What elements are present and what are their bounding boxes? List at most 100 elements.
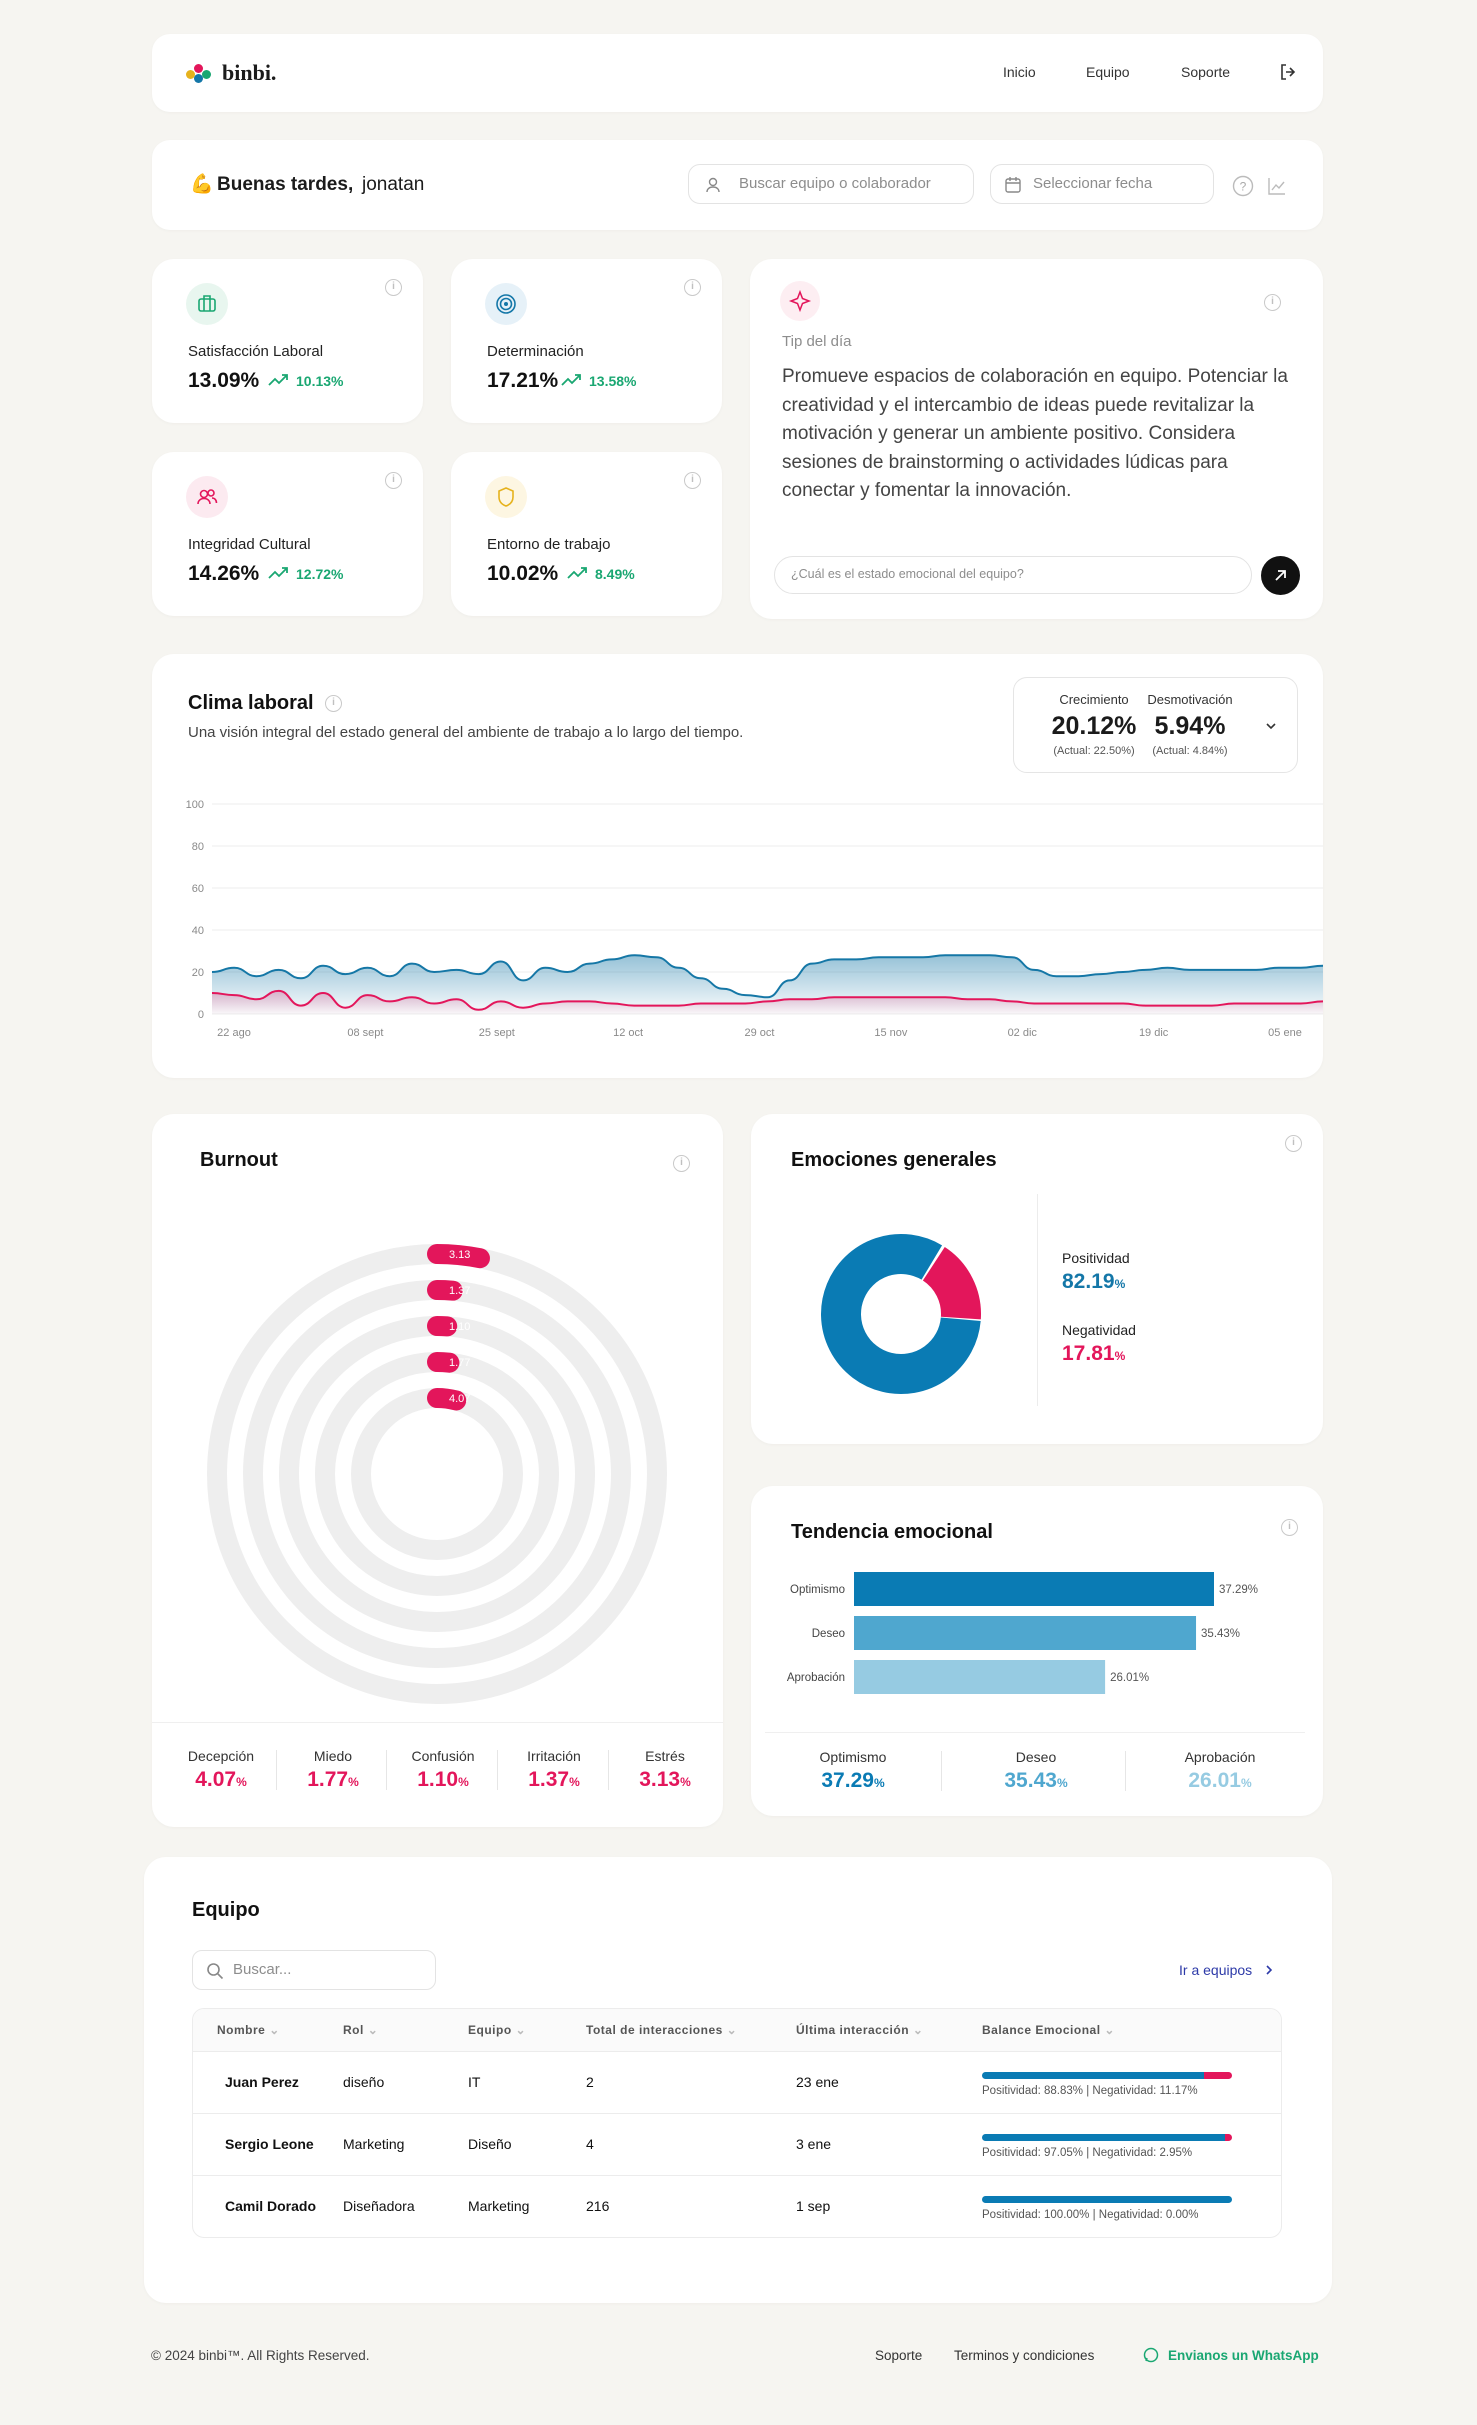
team-search-input[interactable]: Buscar...	[192, 1950, 436, 1990]
balance-negative-fill	[1204, 2071, 1232, 2079]
balance-positive-fill	[982, 2071, 1205, 2079]
footer-copyright: © 2024 binbi™. All Rights Reserved.	[151, 2348, 370, 2363]
chevron-down-icon[interactable]	[1264, 719, 1278, 733]
x-tick-label: 02 dic	[1008, 1027, 1038, 1039]
metric-label: Entorno de trabajo	[487, 536, 611, 553]
logout-icon[interactable]	[1278, 62, 1298, 82]
bar-label: Aprobación	[787, 1672, 845, 1684]
cell-ultima: 1 sep	[796, 2174, 982, 2237]
cell-nombre: Camil Dorado	[193, 2174, 343, 2237]
cell-nombre: Juan Perez	[193, 2050, 343, 2113]
metric-card-satisfaccion[interactable]: i Satisfacción Laboral 13.09% 10.13%	[152, 259, 423, 423]
info-icon[interactable]: i	[1264, 294, 1281, 311]
crecimiento-actual: (Actual: 22.50%)	[1053, 745, 1135, 757]
cell-balance: Positividad: 100.00% | Negatividad: 0.00…	[982, 2174, 1281, 2237]
metric-value: 10.02%	[487, 562, 559, 585]
negatividad-value: 17.81%	[1062, 1342, 1126, 1365]
desmotivacion-actual: (Actual: 4.84%)	[1152, 745, 1228, 757]
whatsapp-icon	[1143, 2347, 1159, 2363]
desmotivacion-label: Desmotivación	[1147, 692, 1233, 707]
search-input[interactable]: Buscar equipo o colaborador	[688, 164, 974, 204]
donut-slice-negatividad	[922, 1247, 981, 1320]
metric-value: 14.26%	[188, 562, 260, 585]
metric-value: 13.09%	[188, 369, 260, 392]
nav-soporte[interactable]: Soporte	[1181, 64, 1231, 80]
col-balance[interactable]: Balance Emocional ⌄	[982, 2009, 1281, 2051]
cell-total: 4	[586, 2112, 796, 2175]
info-icon[interactable]: i	[1281, 1519, 1298, 1536]
balance-bar	[982, 2195, 1232, 2203]
svg-text:?: ?	[1240, 180, 1247, 194]
chevron-right-icon[interactable]	[1262, 1963, 1276, 1977]
info-icon[interactable]: i	[325, 695, 342, 712]
tendencia-stat-label: Optimismo	[819, 1749, 887, 1765]
ir-a-equipos-link[interactable]: Ir a equipos	[1179, 1962, 1253, 1978]
nav-equipo[interactable]: Equipo	[1086, 64, 1130, 80]
briefcase-icon	[186, 283, 228, 325]
clima-summary[interactable]: Crecimiento 20.12% (Actual: 22.50%) Desm…	[1013, 677, 1298, 773]
bar	[854, 1572, 1214, 1606]
divider	[765, 1732, 1305, 1733]
chart-line-icon[interactable]	[1266, 175, 1288, 197]
cell-balance: Positividad: 88.83% | Negatividad: 11.17…	[982, 2050, 1281, 2113]
bar-label: Optimismo	[790, 1584, 845, 1596]
cell-equipo: Marketing	[468, 2174, 586, 2237]
col-equipo[interactable]: Equipo ⌄	[468, 2009, 586, 2051]
top-nav: binbi. Inicio Equipo Soporte	[152, 34, 1323, 112]
col-nombre[interactable]: Nombre ⌄	[193, 2009, 343, 2051]
metric-card-integridad[interactable]: i Integridad Cultural 14.26% 12.72%	[152, 452, 423, 616]
info-icon[interactable]: i	[684, 472, 701, 489]
balance-positive-fill	[982, 2133, 1225, 2141]
footer-terminos-link[interactable]: Terminos y condiciones	[954, 2348, 1095, 2363]
burnout-stat-value: 1.37%	[528, 1768, 580, 1791]
clima-subtitle: Una visión integral del estado general d…	[188, 724, 744, 741]
col-ultima[interactable]: Última interacción ⌄	[796, 2009, 982, 2051]
metric-card-determinacion[interactable]: i Determinación 17.21% 13.58%	[451, 259, 722, 423]
ring-value-label: 1.10	[449, 1321, 470, 1333]
equipo-card: Equipo Buscar... Ir a equipos Nombre ⌄ R…	[144, 1857, 1332, 2303]
col-total[interactable]: Total de interacciones ⌄	[586, 2009, 796, 2051]
help-icon[interactable]: ?	[1232, 175, 1254, 197]
brand-name[interactable]: binbi.	[222, 60, 277, 85]
trend-up-icon	[567, 567, 587, 579]
burnout-stat-label: Irritación	[527, 1748, 581, 1764]
info-icon[interactable]: i	[385, 472, 402, 489]
info-icon[interactable]: i	[1285, 1135, 1302, 1152]
footer-soporte-link[interactable]: Soporte	[875, 2348, 923, 2363]
cell-total: 2	[586, 2050, 796, 2113]
brand-logo-icon[interactable]	[186, 62, 214, 84]
y-tick-label: 40	[192, 925, 204, 937]
bar-value-label: 26.01%	[1110, 1672, 1149, 1684]
negatividad-label: Negatividad	[1062, 1322, 1136, 1338]
col-rol[interactable]: Rol ⌄	[343, 2009, 468, 2051]
info-icon[interactable]: i	[385, 279, 402, 296]
question-input[interactable]: ¿Cuál es el estado emocional del equipo?	[774, 556, 1252, 594]
footer-whatsapp-link[interactable]: Envianos un WhatsApp	[1168, 2348, 1319, 2363]
cell-equipo: IT	[468, 2050, 586, 2113]
metric-card-entorno[interactable]: i Entorno de trabajo 10.02% 8.49%	[451, 452, 722, 616]
table-row[interactable]: Sergio Leone Marketing Diseño 4 3 ene Positiv…	[193, 2112, 1281, 2175]
info-icon[interactable]: i	[684, 279, 701, 296]
burnout-stat-value: 3.13%	[639, 1768, 691, 1791]
clima-title: Clima laboral	[188, 692, 314, 714]
balance-text: Positividad: 100.00% | Negatividad: 0.00…	[982, 2208, 1199, 2221]
table-row[interactable]: Juan Perez diseño IT 2 23 ene Positividad: 88…	[193, 2050, 1281, 2113]
y-tick-label: 0	[198, 1009, 204, 1021]
x-tick-label: 12 oct	[613, 1027, 643, 1039]
crecimiento-label: Crecimiento	[1059, 692, 1129, 707]
x-tick-label: 29 oct	[745, 1027, 775, 1039]
info-icon[interactable]: i	[673, 1155, 690, 1172]
send-button[interactable]	[1261, 556, 1300, 595]
y-tick-label: 100	[186, 799, 204, 811]
metric-label: Determinación	[487, 343, 584, 360]
tendencia-bar-chart: Optimismo 37.29% Deseo 35.43% Aprobación 26.0…	[787, 1572, 1258, 1694]
burnout-stat-value: 1.10%	[417, 1768, 469, 1791]
crecimiento-value: 20.12%	[1051, 712, 1137, 740]
emociones-card: Emociones generales i Positividad 82.19%…	[751, 1114, 1323, 1444]
nav-inicio[interactable]: Inicio	[1003, 64, 1036, 80]
tendencia-stat-label: Deseo	[1015, 1749, 1057, 1765]
bar-value-label: 37.29%	[1219, 1584, 1258, 1596]
tendencia-stat-value: 37.29%	[821, 1769, 885, 1792]
table-row[interactable]: Camil Dorado Diseñadora Marketing 216 1 sep P…	[193, 2174, 1281, 2237]
date-picker[interactable]: Seleccionar fecha	[990, 164, 1214, 204]
